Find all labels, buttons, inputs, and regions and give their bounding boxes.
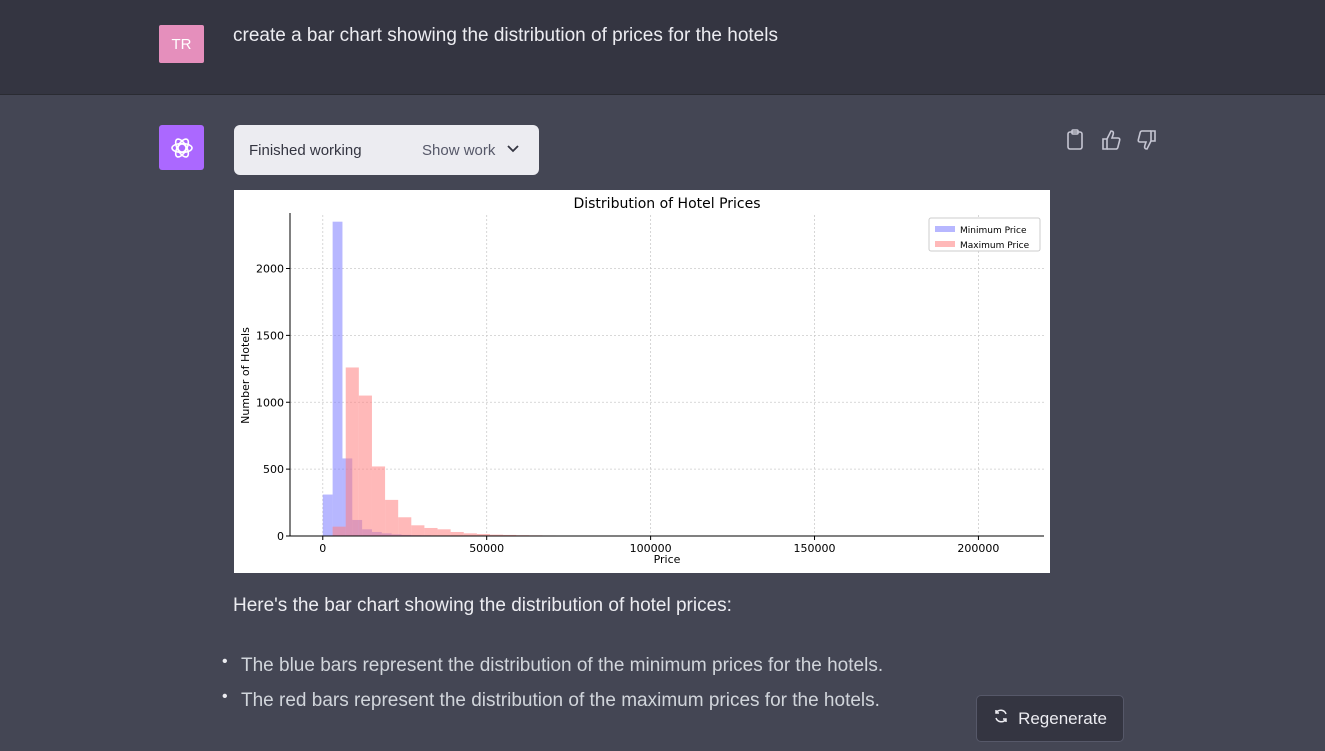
- user-message-row: TR create a bar chart showing the distri…: [0, 25, 1325, 95]
- bar: [476, 533, 490, 536]
- bar: [345, 367, 359, 536]
- openai-logo-icon: [159, 125, 204, 170]
- bar: [463, 533, 477, 536]
- chart-svg: 0 50000 100000 150000 200000 0 500 1000 1500 2000…: [239, 196, 1044, 566]
- clipboard-icon[interactable]: [1064, 128, 1086, 152]
- y-axis-label: Number of Hotels: [239, 327, 252, 424]
- reply-bullets: The blue bars represent the distribution…: [222, 649, 883, 723]
- list-item: The red bars represent the distribution …: [222, 684, 883, 723]
- work-status-panel: Finished working Show work: [234, 125, 539, 175]
- x-tick-label: 200000: [957, 542, 999, 555]
- bar: [385, 499, 399, 536]
- bar: [371, 466, 386, 536]
- legend-box: [928, 217, 1041, 252]
- show-work-button[interactable]: Show work: [422, 142, 496, 159]
- top-bar: [0, 0, 1325, 26]
- x-tick-label: 50000: [469, 542, 504, 555]
- legend-swatch: [935, 241, 955, 247]
- y-tick-label: 500: [263, 463, 284, 476]
- legend-label: Minimum Price: [960, 226, 1027, 236]
- bar: [450, 531, 464, 536]
- legend-label: Maximum Price: [960, 241, 1030, 251]
- bar: [322, 494, 333, 536]
- legend-swatch: [935, 226, 955, 232]
- y-tick-label: 1000: [256, 396, 284, 409]
- x-tick-label: 150000: [794, 542, 836, 555]
- thumbs-up-icon[interactable]: [1100, 128, 1122, 152]
- list-item: The blue bars represent the distribution…: [222, 649, 883, 688]
- message-actions: [1064, 128, 1158, 152]
- bar: [332, 526, 346, 536]
- reply-intro: Here's the bar chart showing the distrib…: [233, 595, 732, 616]
- chart-title: Distribution of Hotel Prices: [573, 196, 760, 212]
- bar: [398, 517, 412, 536]
- bar: [437, 529, 451, 536]
- bar: [411, 525, 425, 536]
- bar: [503, 534, 517, 536]
- chevron-down-icon[interactable]: [506, 141, 520, 159]
- y-tick-label: 1500: [256, 329, 284, 342]
- x-tick-label: 0: [319, 542, 326, 555]
- x-axis-label: Price: [654, 553, 681, 566]
- user-message-text: create a bar chart showing the distribut…: [233, 25, 778, 46]
- bar: [358, 395, 372, 536]
- regenerate-button[interactable]: Regenerate: [976, 695, 1124, 742]
- thumbs-down-icon[interactable]: [1136, 128, 1158, 152]
- bar: [332, 221, 343, 536]
- bar: [424, 527, 438, 536]
- x-tick-label: 100000: [630, 542, 672, 555]
- user-avatar: TR: [159, 25, 204, 63]
- y-tick-label: 2000: [256, 263, 284, 276]
- y-tick-label: 0: [277, 530, 284, 543]
- histogram-chart: 0 50000 100000 150000 200000 0 500 1000 1500 2000…: [234, 190, 1050, 573]
- regenerate-label: Regenerate: [1018, 708, 1107, 728]
- bar: [489, 534, 504, 536]
- status-text: Finished working: [249, 142, 362, 159]
- refresh-icon: [993, 708, 1009, 729]
